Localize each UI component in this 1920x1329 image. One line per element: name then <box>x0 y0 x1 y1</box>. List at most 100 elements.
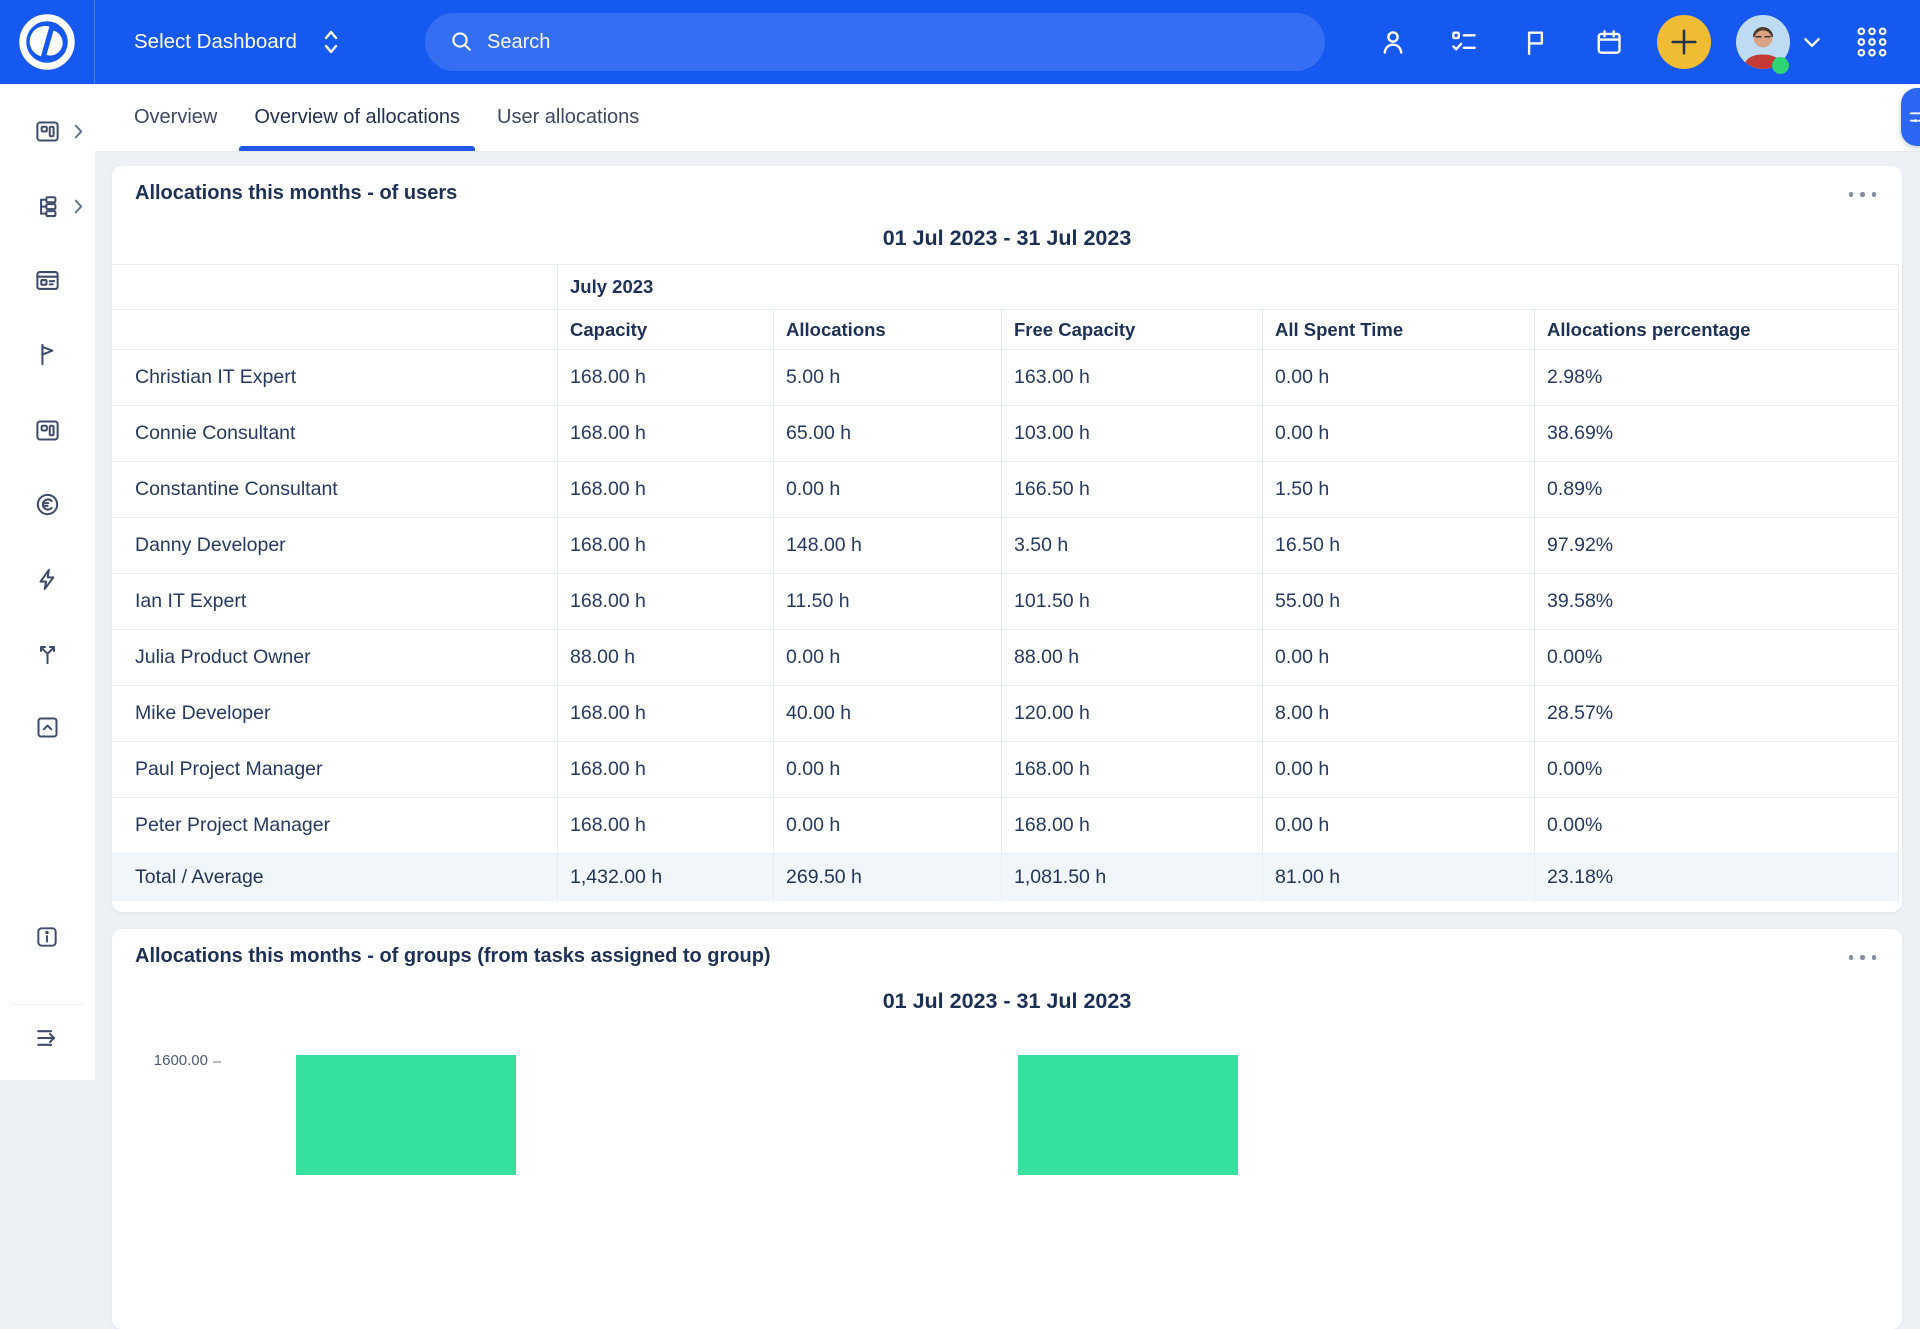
free-capacity-cell: 88.00 h <box>1001 630 1262 685</box>
dashboard-selector[interactable]: Select Dashboard <box>134 0 339 84</box>
total-allocations-cell: 269.50 h <box>773 854 1001 901</box>
table-body: Christian IT Expert 168.00 h 5.00 h 163.… <box>112 350 1899 854</box>
collapse-sidebar-icon[interactable] <box>27 1018 67 1058</box>
all-spent-time-cell: 0.00 h <box>1262 630 1534 685</box>
plus-icon <box>1669 27 1699 57</box>
column-header-allocations-percentage: Allocations percentage <box>1534 310 1899 349</box>
month-group-header: July 2023 <box>557 265 1899 309</box>
allocations-percentage-cell: 39.58% <box>1534 574 1899 629</box>
capacity-cell: 88.00 h <box>557 630 773 685</box>
allocations-percentage-cell: 0.00% <box>1534 630 1899 685</box>
user-name-cell: Mike Developer <box>112 686 557 741</box>
logo-icon <box>17 12 77 72</box>
total-capacity-cell: 1,432.00 h <box>557 854 773 901</box>
user-name-cell: Peter Project Manager <box>112 798 557 853</box>
search-bar[interactable] <box>425 13 1325 71</box>
card-allocations-users: Allocations this months - of users 01 Ju… <box>112 166 1902 912</box>
table-row: Peter Project Manager 168.00 h 0.00 h 16… <box>112 798 1899 854</box>
allocations-cell: 5.00 h <box>773 350 1001 405</box>
dashboard-tabs: Overview Overview of allocations User al… <box>95 84 1920 152</box>
y-axis-tick-label: 1600.00 <box>130 1052 208 1069</box>
user-name-cell: Danny Developer <box>112 518 557 573</box>
y-axis-tick-mark <box>213 1061 221 1063</box>
add-new-button[interactable] <box>1657 15 1711 69</box>
chart-bar[interactable] <box>296 1055 516 1175</box>
capacity-cell: 168.00 h <box>557 518 773 573</box>
card-options-button[interactable] <box>1845 188 1881 201</box>
table-row: Julia Product Owner 88.00 h 0.00 h 88.00… <box>112 630 1899 686</box>
avatar-chevron-down-icon[interactable] <box>1792 0 1832 84</box>
calendar-icon[interactable] <box>1585 0 1633 84</box>
table-month-group-row: July 2023 <box>112 265 1899 310</box>
sidebar-item-lightning-icon[interactable] <box>27 559 67 599</box>
app-logo[interactable] <box>0 0 95 84</box>
person-icon[interactable] <box>1369 0 1417 84</box>
user-name-cell: Ian IT Expert <box>112 574 557 629</box>
all-spent-time-cell: 8.00 h <box>1262 686 1534 741</box>
flag-icon[interactable] <box>1512 0 1560 84</box>
column-header-capacity: Capacity <box>557 310 773 349</box>
allocations-percentage-cell: 0.00% <box>1534 742 1899 797</box>
sidebar-item-euro-circle-icon[interactable] <box>27 484 67 524</box>
date-range-heading: 01 Jul 2023 - 31 Jul 2023 <box>112 226 1902 251</box>
tab-overview-of-allocations[interactable]: Overview of allocations <box>254 84 460 151</box>
free-capacity-cell: 101.50 h <box>1001 574 1262 629</box>
allocations-percentage-cell: 2.98% <box>1534 350 1899 405</box>
table-row: Paul Project Manager 168.00 h 0.00 h 168… <box>112 742 1899 798</box>
sidebar-item-browser-window-icon[interactable] <box>27 260 67 300</box>
all-spent-time-cell: 0.00 h <box>1262 798 1534 853</box>
tab-user-allocations[interactable]: User allocations <box>497 84 639 151</box>
allocations-percentage-cell: 38.69% <box>1534 406 1899 461</box>
sidebar-chevron-right-icon[interactable] <box>74 111 88 151</box>
sidebar-item-dashboard-grid-icon[interactable] <box>27 111 67 151</box>
all-spent-time-cell: 55.00 h <box>1262 574 1534 629</box>
free-capacity-cell: 103.00 h <box>1001 406 1262 461</box>
capacity-cell: 168.00 h <box>557 798 773 853</box>
user-name-cell: Christian IT Expert <box>112 350 557 405</box>
sidebar-divider <box>12 1004 83 1005</box>
table-total-row: Total / Average 1,432.00 h 269.50 h 1,08… <box>112 854 1899 901</box>
card-title: Allocations this months - of groups (fro… <box>135 945 771 968</box>
sidebar-item-pennant-flag-icon[interactable] <box>27 334 67 374</box>
free-capacity-cell: 3.50 h <box>1001 518 1262 573</box>
top-bar: Select Dashboard <box>0 0 1920 84</box>
sidebar-item-tree-hierarchy-icon[interactable] <box>27 186 67 226</box>
user-name-cell: Constantine Consultant <box>112 462 557 517</box>
chart-bar[interactable] <box>1018 1055 1238 1175</box>
table-row: Constantine Consultant 168.00 h 0.00 h 1… <box>112 462 1899 518</box>
table-row: Mike Developer 168.00 h 40.00 h 120.00 h… <box>112 686 1899 742</box>
table-row: Ian IT Expert 168.00 h 11.50 h 101.50 h … <box>112 574 1899 630</box>
allocations-cell: 40.00 h <box>773 686 1001 741</box>
checklist-icon[interactable] <box>1440 0 1488 84</box>
allocations-cell: 11.50 h <box>773 574 1001 629</box>
search-icon <box>450 30 474 54</box>
table-row: Connie Consultant 168.00 h 65.00 h 103.0… <box>112 406 1899 462</box>
card-options-button[interactable] <box>1845 951 1881 964</box>
capacity-cell: 168.00 h <box>557 462 773 517</box>
capacity-cell: 168.00 h <box>557 686 773 741</box>
column-header-all-spent-time: All Spent Time <box>1262 310 1534 349</box>
free-capacity-cell: 168.00 h <box>1001 798 1262 853</box>
dashboard-content: Allocations this months - of users 01 Ju… <box>95 152 1920 1080</box>
column-header-free-capacity: Free Capacity <box>1001 310 1262 349</box>
presence-status-dot <box>1772 57 1789 74</box>
all-spent-time-cell: 0.00 h <box>1262 406 1534 461</box>
tab-overview[interactable]: Overview <box>134 84 217 151</box>
allocations-cell: 0.00 h <box>773 630 1001 685</box>
sidebar-item-modules-grid-icon[interactable] <box>27 410 67 450</box>
sidebar-item-split-arrows-icon[interactable] <box>27 633 67 673</box>
app-window: Select Dashboard <box>0 0 1920 1080</box>
apps-grid-icon[interactable] <box>1846 0 1898 84</box>
filter-settings-button[interactable] <box>1901 88 1920 146</box>
all-spent-time-cell: 16.50 h <box>1262 518 1534 573</box>
allocations-percentage-cell: 97.92% <box>1534 518 1899 573</box>
free-capacity-cell: 166.50 h <box>1001 462 1262 517</box>
allocations-cell: 65.00 h <box>773 406 1001 461</box>
sidebar-chevron-right-icon[interactable] <box>74 186 88 226</box>
search-input[interactable] <box>487 31 1247 54</box>
all-spent-time-cell: 0.00 h <box>1262 350 1534 405</box>
sidebar-item-box-arrow-up-icon[interactable] <box>27 707 67 747</box>
user-avatar[interactable] <box>1736 15 1790 69</box>
allocations-cell: 0.00 h <box>773 462 1001 517</box>
info-icon[interactable] <box>27 917 67 957</box>
